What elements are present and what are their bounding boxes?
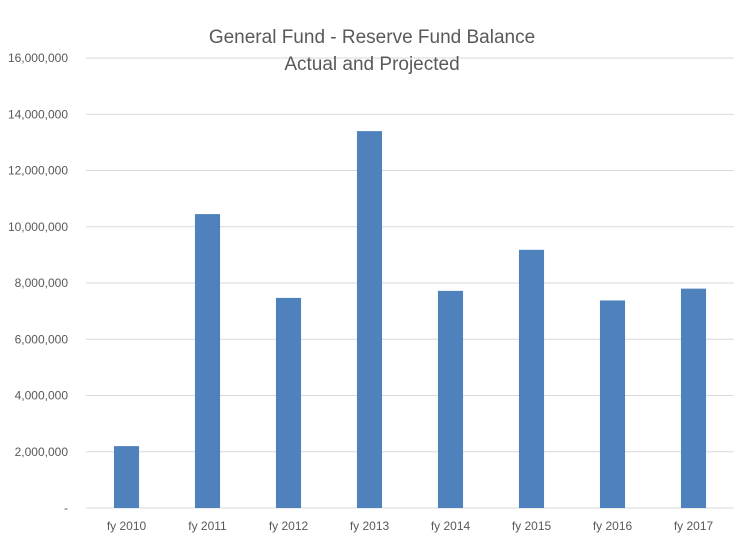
chart-title: General Fund - Reserve Fund Balance (208, 27, 536, 48)
bar-fy-2015 (518, 249, 545, 508)
y-tick-label: 8,000,000 (15, 276, 69, 290)
bar-fy-2010 (113, 446, 140, 508)
gridlines (86, 57, 734, 509)
bars (113, 131, 707, 508)
bar-fy-2011 (194, 214, 221, 508)
bar-fy-2016 (599, 300, 626, 508)
bar-fy-2017 (680, 288, 707, 508)
x-tick-label: fy 2013 (350, 519, 390, 533)
x-tick-label: fy 2010 (107, 519, 147, 533)
x-tick-label: fy 2011 (188, 519, 227, 533)
x-tick-label: fy 2015 (512, 519, 552, 533)
y-tick-label: 12,000,000 (8, 164, 68, 178)
y-tick-label: 10,000,000 (8, 220, 68, 234)
x-tick-label: fy 2017 (674, 519, 714, 533)
x-tick-label: fy 2016 (593, 519, 633, 533)
y-tick-label: 16,000,000 (8, 51, 68, 65)
bar-fy-2012 (275, 297, 302, 508)
chart-subtitle: Actual and Projected (284, 54, 460, 75)
y-tick-label: 6,000,000 (15, 332, 69, 346)
x-tick-label: fy 2012 (269, 519, 309, 533)
x-axis-tick-labels: fy 2010 fy 2011 fy 2012 fy 2013 fy 2014 fy 20… (107, 519, 714, 533)
bar-fy-2014 (437, 290, 464, 508)
x-tick-label: fy 2014 (431, 519, 471, 533)
y-tick-label: 2,000,000 (15, 445, 69, 459)
bar-fy-2013 (356, 131, 383, 508)
y-tick-label: 4,000,000 (15, 389, 69, 403)
y-tick-label: - (64, 501, 68, 515)
y-axis-tick-labels: - 2,000,000 4,000,000 6,000,000 8,000,000 10,… (8, 51, 68, 515)
y-tick-label: 14,000,000 (8, 107, 68, 121)
